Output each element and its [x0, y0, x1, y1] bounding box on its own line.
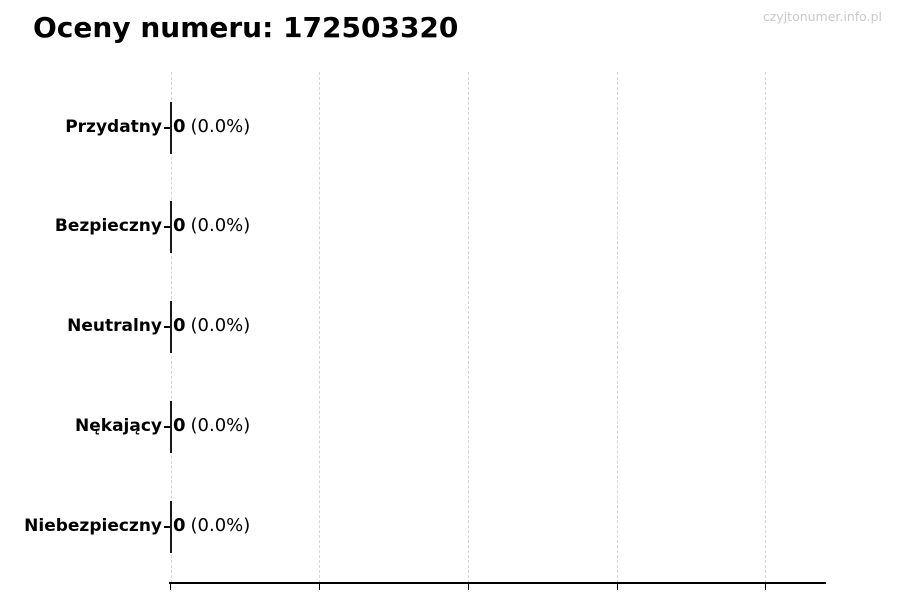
y-axis-tick-nekajacy: [164, 426, 171, 428]
y-axis-tick-neutralny: [164, 326, 171, 328]
bar-value-nekajacy: 0 (0.0%): [173, 415, 250, 436]
x-axis-tick-3: [617, 584, 618, 590]
y-axis-label-niebezpieczny: Niebezpieczny: [24, 516, 162, 536]
x-axis-tick-1: [319, 584, 320, 590]
x-axis-tick-2: [468, 584, 469, 590]
gridline-4: [765, 72, 766, 583]
gridline-2: [468, 72, 469, 583]
y-axis-label-bezpieczny: Bezpieczny: [54, 216, 162, 236]
page-title: Oceny numeru: 172503320: [33, 11, 459, 44]
x-axis-tick-0: [170, 584, 171, 590]
bar-niebezpieczny: [170, 501, 172, 553]
gridline-3: [617, 72, 618, 583]
y-axis-tick-przydatny: [164, 127, 171, 129]
bar-value-niebezpieczny: 0 (0.0%): [173, 515, 250, 536]
bar-przydatny: [170, 102, 172, 154]
bar-value-number-niebezpieczny: 0: [173, 515, 186, 536]
x-axis-tick-4: [765, 584, 766, 590]
y-axis-label-przydatny: Przydatny: [65, 117, 162, 137]
bar-value-percent-bezpieczny: (0.0%): [190, 215, 251, 236]
bar-value-percent-przydatny: (0.0%): [190, 116, 251, 137]
bar-value-percent-niebezpieczny: (0.0%): [190, 515, 251, 536]
y-axis-label-neutralny: Neutralny: [67, 316, 162, 336]
site-watermark: czyjtonumer.info.pl: [762, 9, 882, 24]
plot-area: [171, 72, 825, 583]
bar-value-neutralny: 0 (0.0%): [173, 315, 250, 336]
gridline-1: [319, 72, 320, 583]
bar-value-number-neutralny: 0: [173, 315, 186, 336]
bar-value-number-przydatny: 0: [173, 116, 186, 137]
bar-value-przydatny: 0 (0.0%): [173, 116, 250, 137]
bar-value-bezpieczny: 0 (0.0%): [173, 215, 250, 236]
bar-value-percent-nekajacy: (0.0%): [190, 415, 251, 436]
y-axis-label-nekajacy: Nękający: [75, 416, 162, 436]
bar-neutralny: [170, 301, 172, 353]
bar-bezpieczny: [170, 201, 172, 253]
y-axis-tick-bezpieczny: [164, 226, 171, 228]
bar-value-number-bezpieczny: 0: [173, 215, 186, 236]
x-axis-line: [169, 582, 826, 584]
y-axis-tick-niebezpieczny: [164, 526, 171, 528]
bar-nekajacy: [170, 401, 172, 453]
bar-value-percent-neutralny: (0.0%): [190, 315, 251, 336]
bar-value-number-nekajacy: 0: [173, 415, 186, 436]
